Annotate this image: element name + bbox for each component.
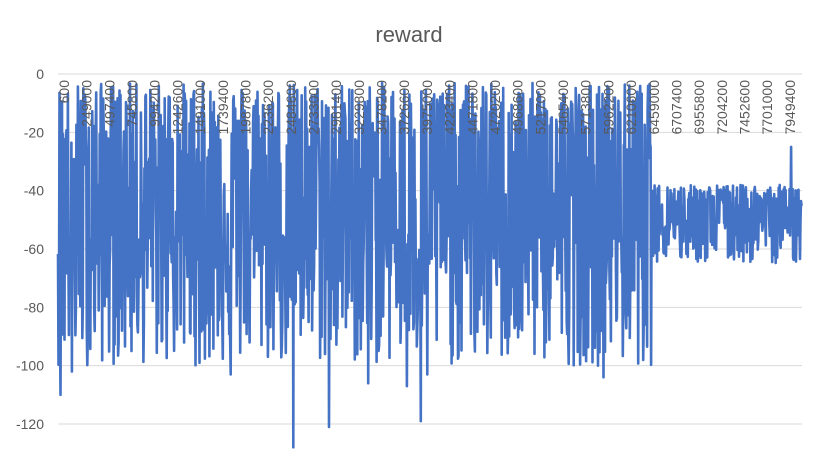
- x-tick-label: 7204200: [714, 80, 730, 135]
- series-line-reward: [56, 81, 804, 449]
- y-tick-label: 0: [36, 66, 44, 82]
- x-tick-label: 745800: [124, 80, 140, 127]
- x-tick-label: 5465400: [555, 80, 571, 135]
- y-axis-ticks: 0 -20 -40 -60 -80 -100 -120: [16, 66, 44, 432]
- x-tick-label: 5713800: [578, 80, 594, 135]
- series-layer: [56, 81, 804, 449]
- x-tick-label: 6955800: [691, 80, 707, 135]
- x-tick-label: 3478200: [374, 80, 390, 135]
- x-tick-label: 1739400: [215, 80, 231, 135]
- x-tick-label: 7949400: [782, 80, 798, 135]
- x-tick-label: 497400: [101, 80, 117, 127]
- x-tick-label: 994200: [147, 80, 163, 127]
- x-tick-label: 2733000: [306, 80, 322, 135]
- x-tick-label: 1491000: [192, 80, 208, 135]
- y-tick-label: -20: [24, 124, 44, 140]
- x-tick-label: 3229800: [351, 80, 367, 135]
- y-tick-label: -100: [16, 358, 44, 374]
- x-tick-label: 5962200: [600, 80, 616, 135]
- x-tick-label: 4223400: [442, 80, 458, 135]
- x-tick-label: 6210600: [623, 80, 639, 135]
- y-tick-label: -120: [16, 416, 44, 432]
- x-tick-label: 7701000: [759, 80, 775, 135]
- x-tick-label: 249000: [79, 80, 95, 127]
- x-tick-label: 3726600: [396, 80, 412, 135]
- x-tick-label: 5217000: [532, 80, 548, 135]
- chart-title: reward: [375, 22, 442, 47]
- x-tick-label: 3975000: [419, 80, 435, 135]
- y-tick-label: -80: [24, 299, 44, 315]
- x-tick-label: 4720200: [487, 80, 503, 135]
- y-tick-label: -60: [24, 241, 44, 257]
- y-tick-label: -40: [24, 183, 44, 199]
- x-tick-label: 1987800: [237, 80, 253, 135]
- x-tick-label: 6707400: [668, 80, 684, 135]
- x-tick-label: 1242600: [169, 80, 185, 135]
- x-tick-label: 4471800: [464, 80, 480, 135]
- x-tick-label: 2484600: [283, 80, 299, 135]
- x-tick-label: 7452600: [736, 80, 752, 135]
- x-tick-label: 6459000: [646, 80, 662, 135]
- x-tick-label: 4968600: [510, 80, 526, 135]
- x-tick-label: 2236200: [260, 80, 276, 135]
- x-tick-label: 2981400: [328, 80, 344, 135]
- x-tick-label: 600: [56, 80, 72, 104]
- x-axis-ticks: 600 249000 497400 745800 994200 1242600 149100…: [56, 80, 798, 135]
